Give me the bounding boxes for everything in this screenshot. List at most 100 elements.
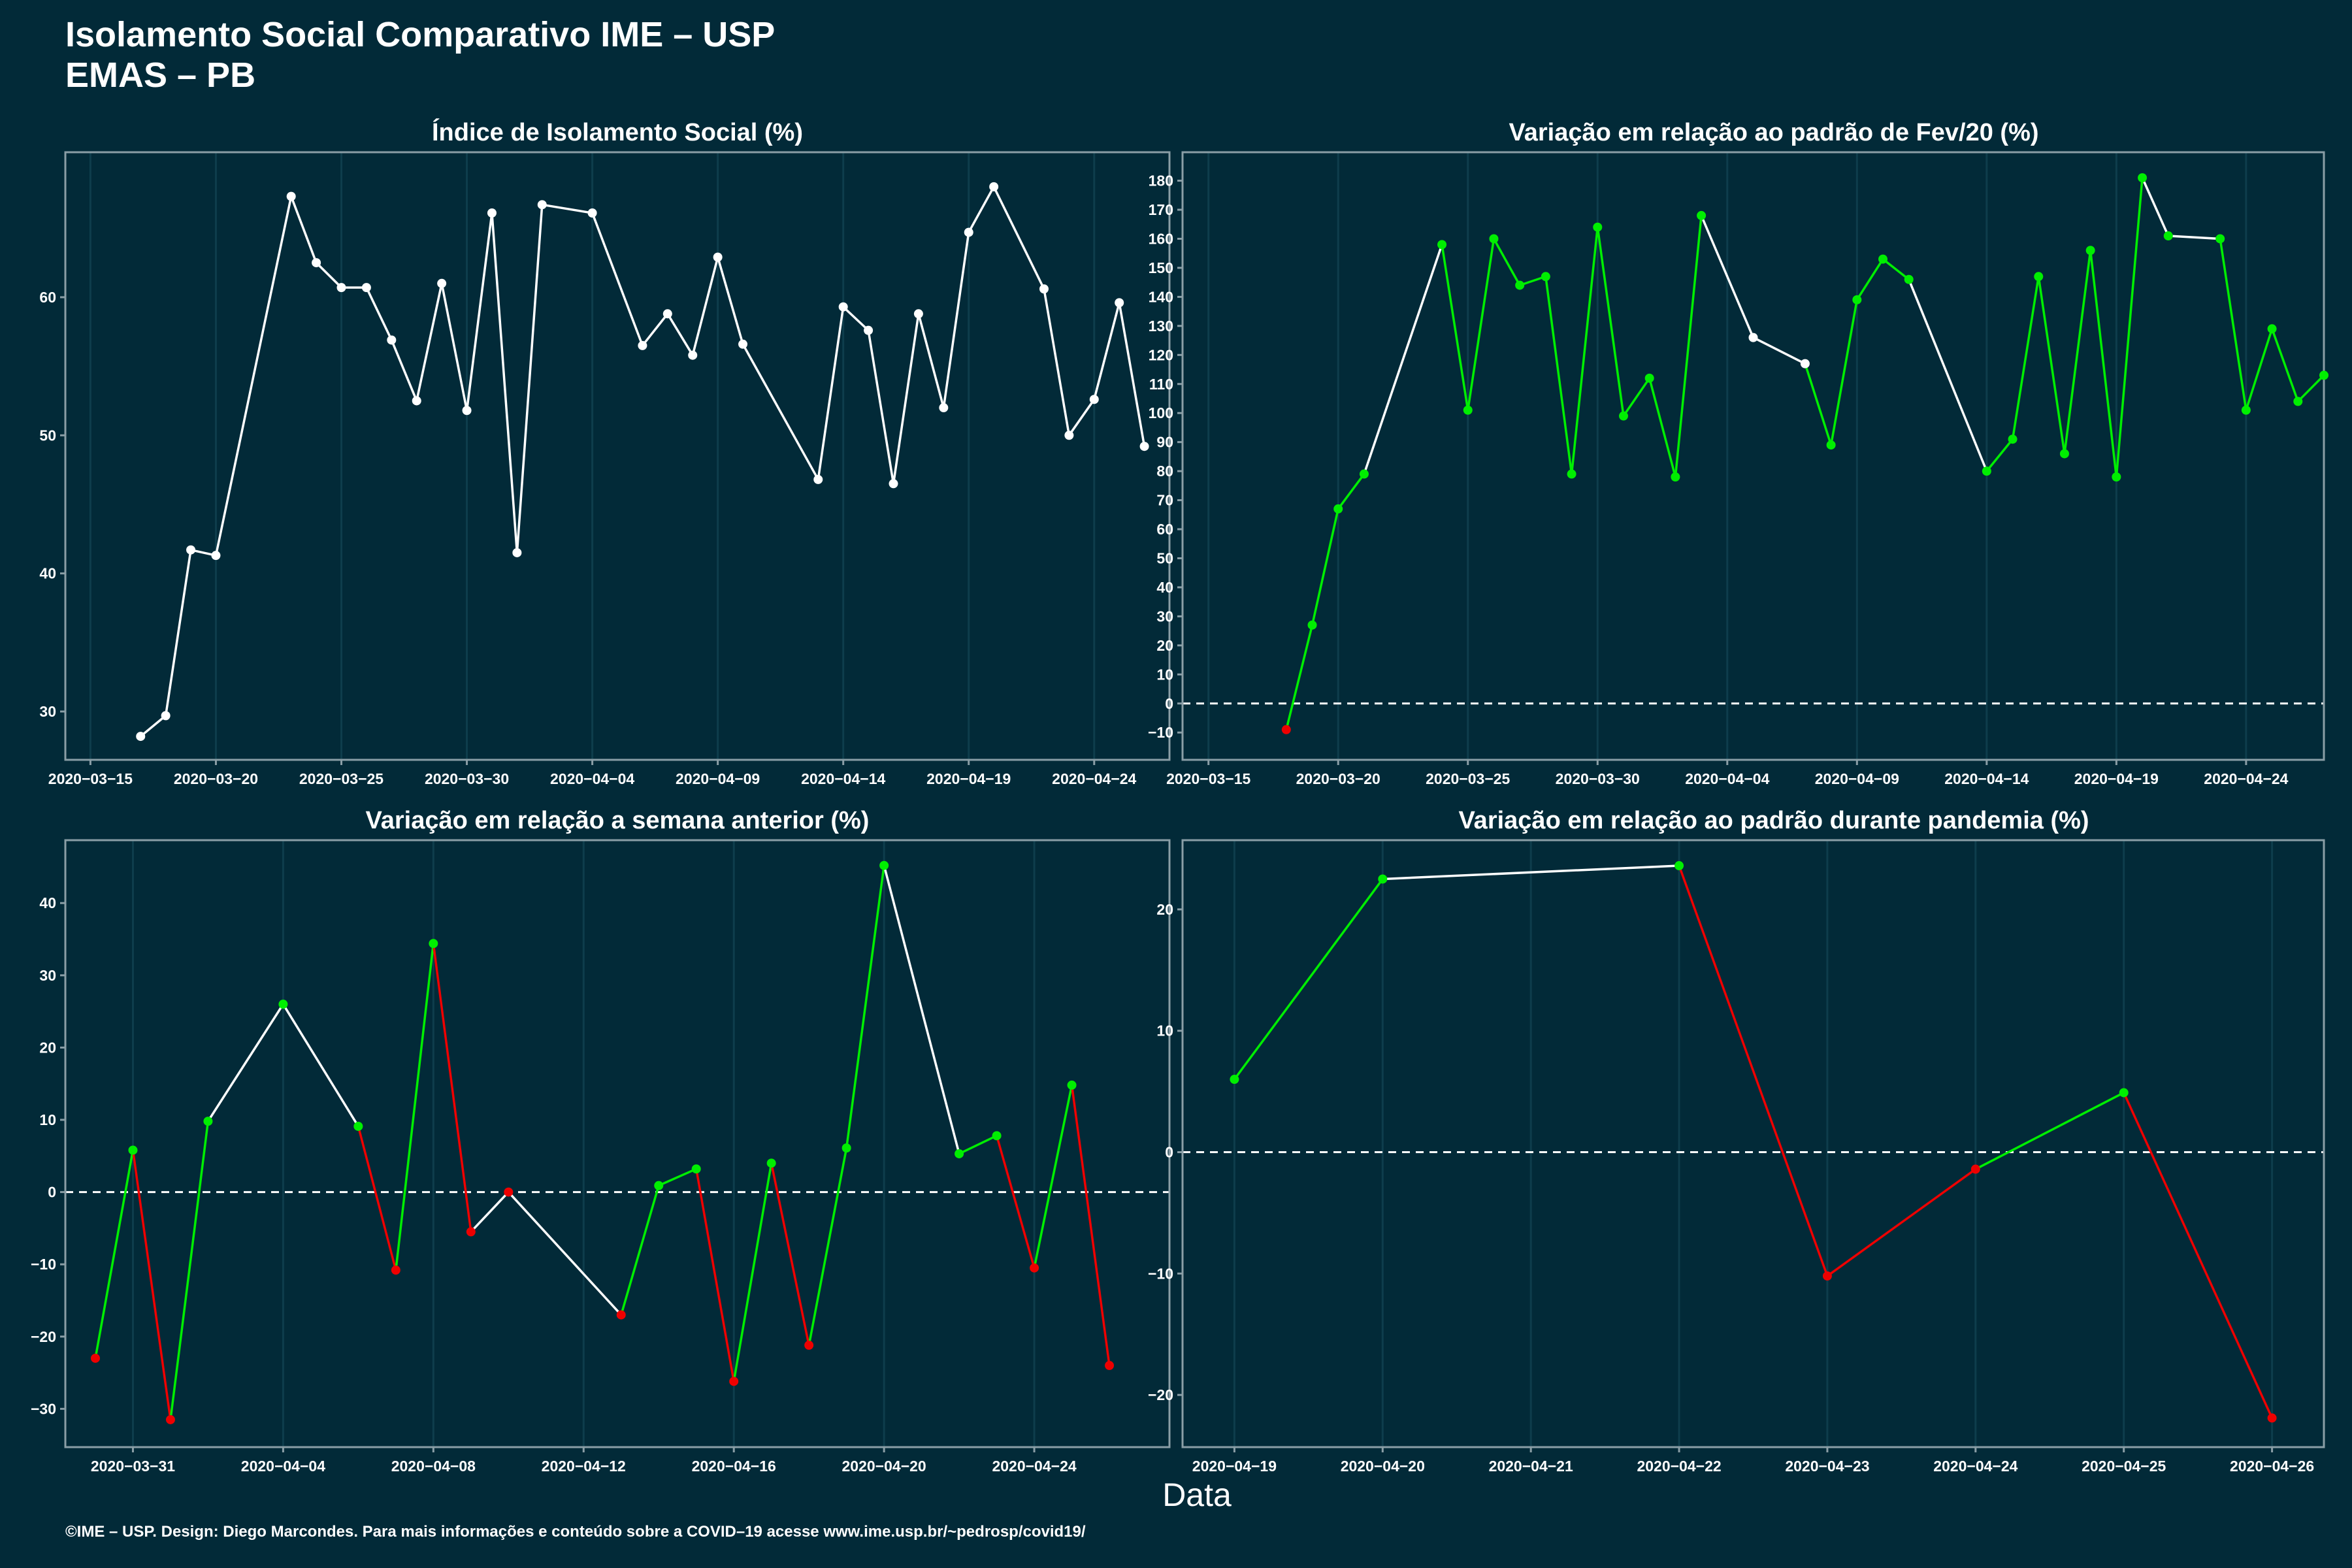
data-point: [1064, 431, 1074, 440]
x-tick-label: 2020−03−15: [48, 770, 133, 787]
data-point: [713, 252, 723, 262]
series-line-segment: [2063, 250, 2092, 454]
series-line-segment: [1826, 1168, 1976, 1277]
data-point: [2215, 234, 2225, 244]
y-tick-label: 60: [1156, 521, 1173, 538]
x-axis-label: Data: [1162, 1477, 1232, 1513]
data-point: [1378, 874, 1388, 884]
series-line-segment: [1678, 865, 1829, 1277]
x-tick-label: 2020−04−14: [801, 770, 885, 787]
y-tick-label: −10: [1148, 1265, 1173, 1282]
data-point: [2112, 472, 2121, 482]
data-point: [2085, 246, 2095, 255]
y-tick-label: 30: [1156, 608, 1173, 625]
x-tick-label: 2020−03−20: [1296, 770, 1380, 787]
series-line-segment: [716, 257, 744, 345]
series-line-segment: [2011, 276, 2040, 440]
data-point: [2119, 1088, 2129, 1098]
data-point: [203, 1117, 213, 1126]
x-tick-label: 2020−04−12: [542, 1458, 626, 1475]
data-point: [1674, 861, 1684, 871]
y-tick-label: −30: [31, 1400, 56, 1417]
data-point: [1437, 240, 1447, 250]
data-point: [466, 1227, 476, 1237]
panel-isolation-index: Índice de Isolamento Social (%) 30 40 50 60…: [39, 118, 1171, 787]
y-tick-label: 0: [48, 1184, 56, 1201]
data-point: [964, 227, 973, 237]
data-point: [361, 283, 371, 293]
data-point: [939, 403, 949, 413]
series-line-segment: [1985, 438, 2014, 472]
data-point: [278, 1000, 288, 1009]
series-line-segment: [2270, 328, 2299, 402]
x-tick-label: 2020−03−30: [1556, 770, 1640, 787]
x-tick-label: 2020−03−25: [1426, 770, 1510, 787]
series-line-segment: [1855, 258, 1884, 301]
series-line-segment: [1093, 302, 1120, 400]
series-line-segment: [1804, 363, 1833, 446]
y-tick-label: 40: [1156, 579, 1173, 596]
data-point: [804, 1341, 814, 1350]
series-line-segment: [1068, 399, 1096, 436]
panel-variation-pandemic: Variação em relação ao padrão durante pa…: [1148, 807, 2325, 1475]
data-point: [889, 479, 898, 489]
series-line-segment: [1382, 864, 1680, 881]
series-line-segment: [867, 330, 895, 484]
data-point: [353, 1121, 363, 1131]
data-point: [512, 547, 522, 557]
data-point: [1541, 272, 1550, 282]
panel-variation-feb: Variação em relação ao padrão de Fev/20 …: [1148, 119, 2328, 787]
y-tick-label: 50: [1156, 549, 1173, 566]
x-tick-label: 2020−04−22: [1637, 1458, 1721, 1475]
data-point: [2008, 434, 2017, 444]
x-tick-label: 2020−04−14: [1944, 770, 2029, 787]
data-point: [1515, 280, 1525, 290]
data-point: [841, 1143, 851, 1153]
series-line-segment: [1033, 1085, 1073, 1269]
x-tick-label: 2020−04−26: [2230, 1458, 2314, 1475]
data-point: [1067, 1080, 1077, 1090]
data-point: [2267, 1413, 2277, 1423]
series-line-segment: [1829, 299, 1859, 446]
data-point: [161, 711, 171, 721]
data-point: [136, 732, 146, 742]
data-point: [992, 1131, 1002, 1141]
x-tick-label: 2020−04−24: [992, 1458, 1076, 1475]
x-tick-label: 2020−04−20: [1341, 1458, 1425, 1475]
series-line-segment: [1492, 238, 1521, 286]
x-tick-label: 2020−04−19: [2074, 770, 2159, 787]
x-tick-label: 2020−04−09: [1815, 770, 1899, 787]
series-line-segment: [1648, 378, 1677, 478]
y-tick-label: 70: [1156, 492, 1173, 509]
data-point: [662, 309, 672, 319]
data-point: [2267, 324, 2277, 334]
data-point: [1826, 440, 1836, 450]
series-line-segment: [1975, 1091, 2125, 1171]
y-tick-label: 20: [1156, 901, 1173, 918]
series-line-segment: [1622, 377, 1651, 417]
series-line-segment: [883, 865, 960, 1154]
series-line-segment: [2168, 235, 2221, 240]
x-tick-label: 2020−04−16: [692, 1458, 776, 1475]
series-line-segment: [416, 283, 443, 401]
data-point: [128, 1145, 138, 1155]
data-point: [1307, 620, 1317, 630]
series-line-segment: [164, 549, 192, 716]
series-line-segment: [140, 715, 167, 738]
x-tick-label: 2020−04−19: [1192, 1458, 1277, 1475]
data-point: [1359, 469, 1369, 479]
panel-title: Variação em relação ao padrão durante pa…: [1458, 807, 2089, 834]
data-point: [429, 939, 438, 949]
data-point: [1115, 298, 1124, 308]
x-tick-label: 2020−04−20: [842, 1458, 926, 1475]
series-line-segment: [2245, 328, 2274, 411]
series-line-segment: [290, 196, 318, 263]
series-line-segment: [742, 343, 819, 480]
data-point: [1644, 373, 1654, 383]
data-point: [1489, 234, 1499, 244]
series-line-segment: [817, 306, 845, 480]
data-point: [2293, 397, 2303, 406]
x-tick-label: 2020−04−24: [2204, 770, 2288, 787]
y-tick-label: 160: [1149, 230, 1173, 247]
data-point: [1089, 395, 1099, 404]
